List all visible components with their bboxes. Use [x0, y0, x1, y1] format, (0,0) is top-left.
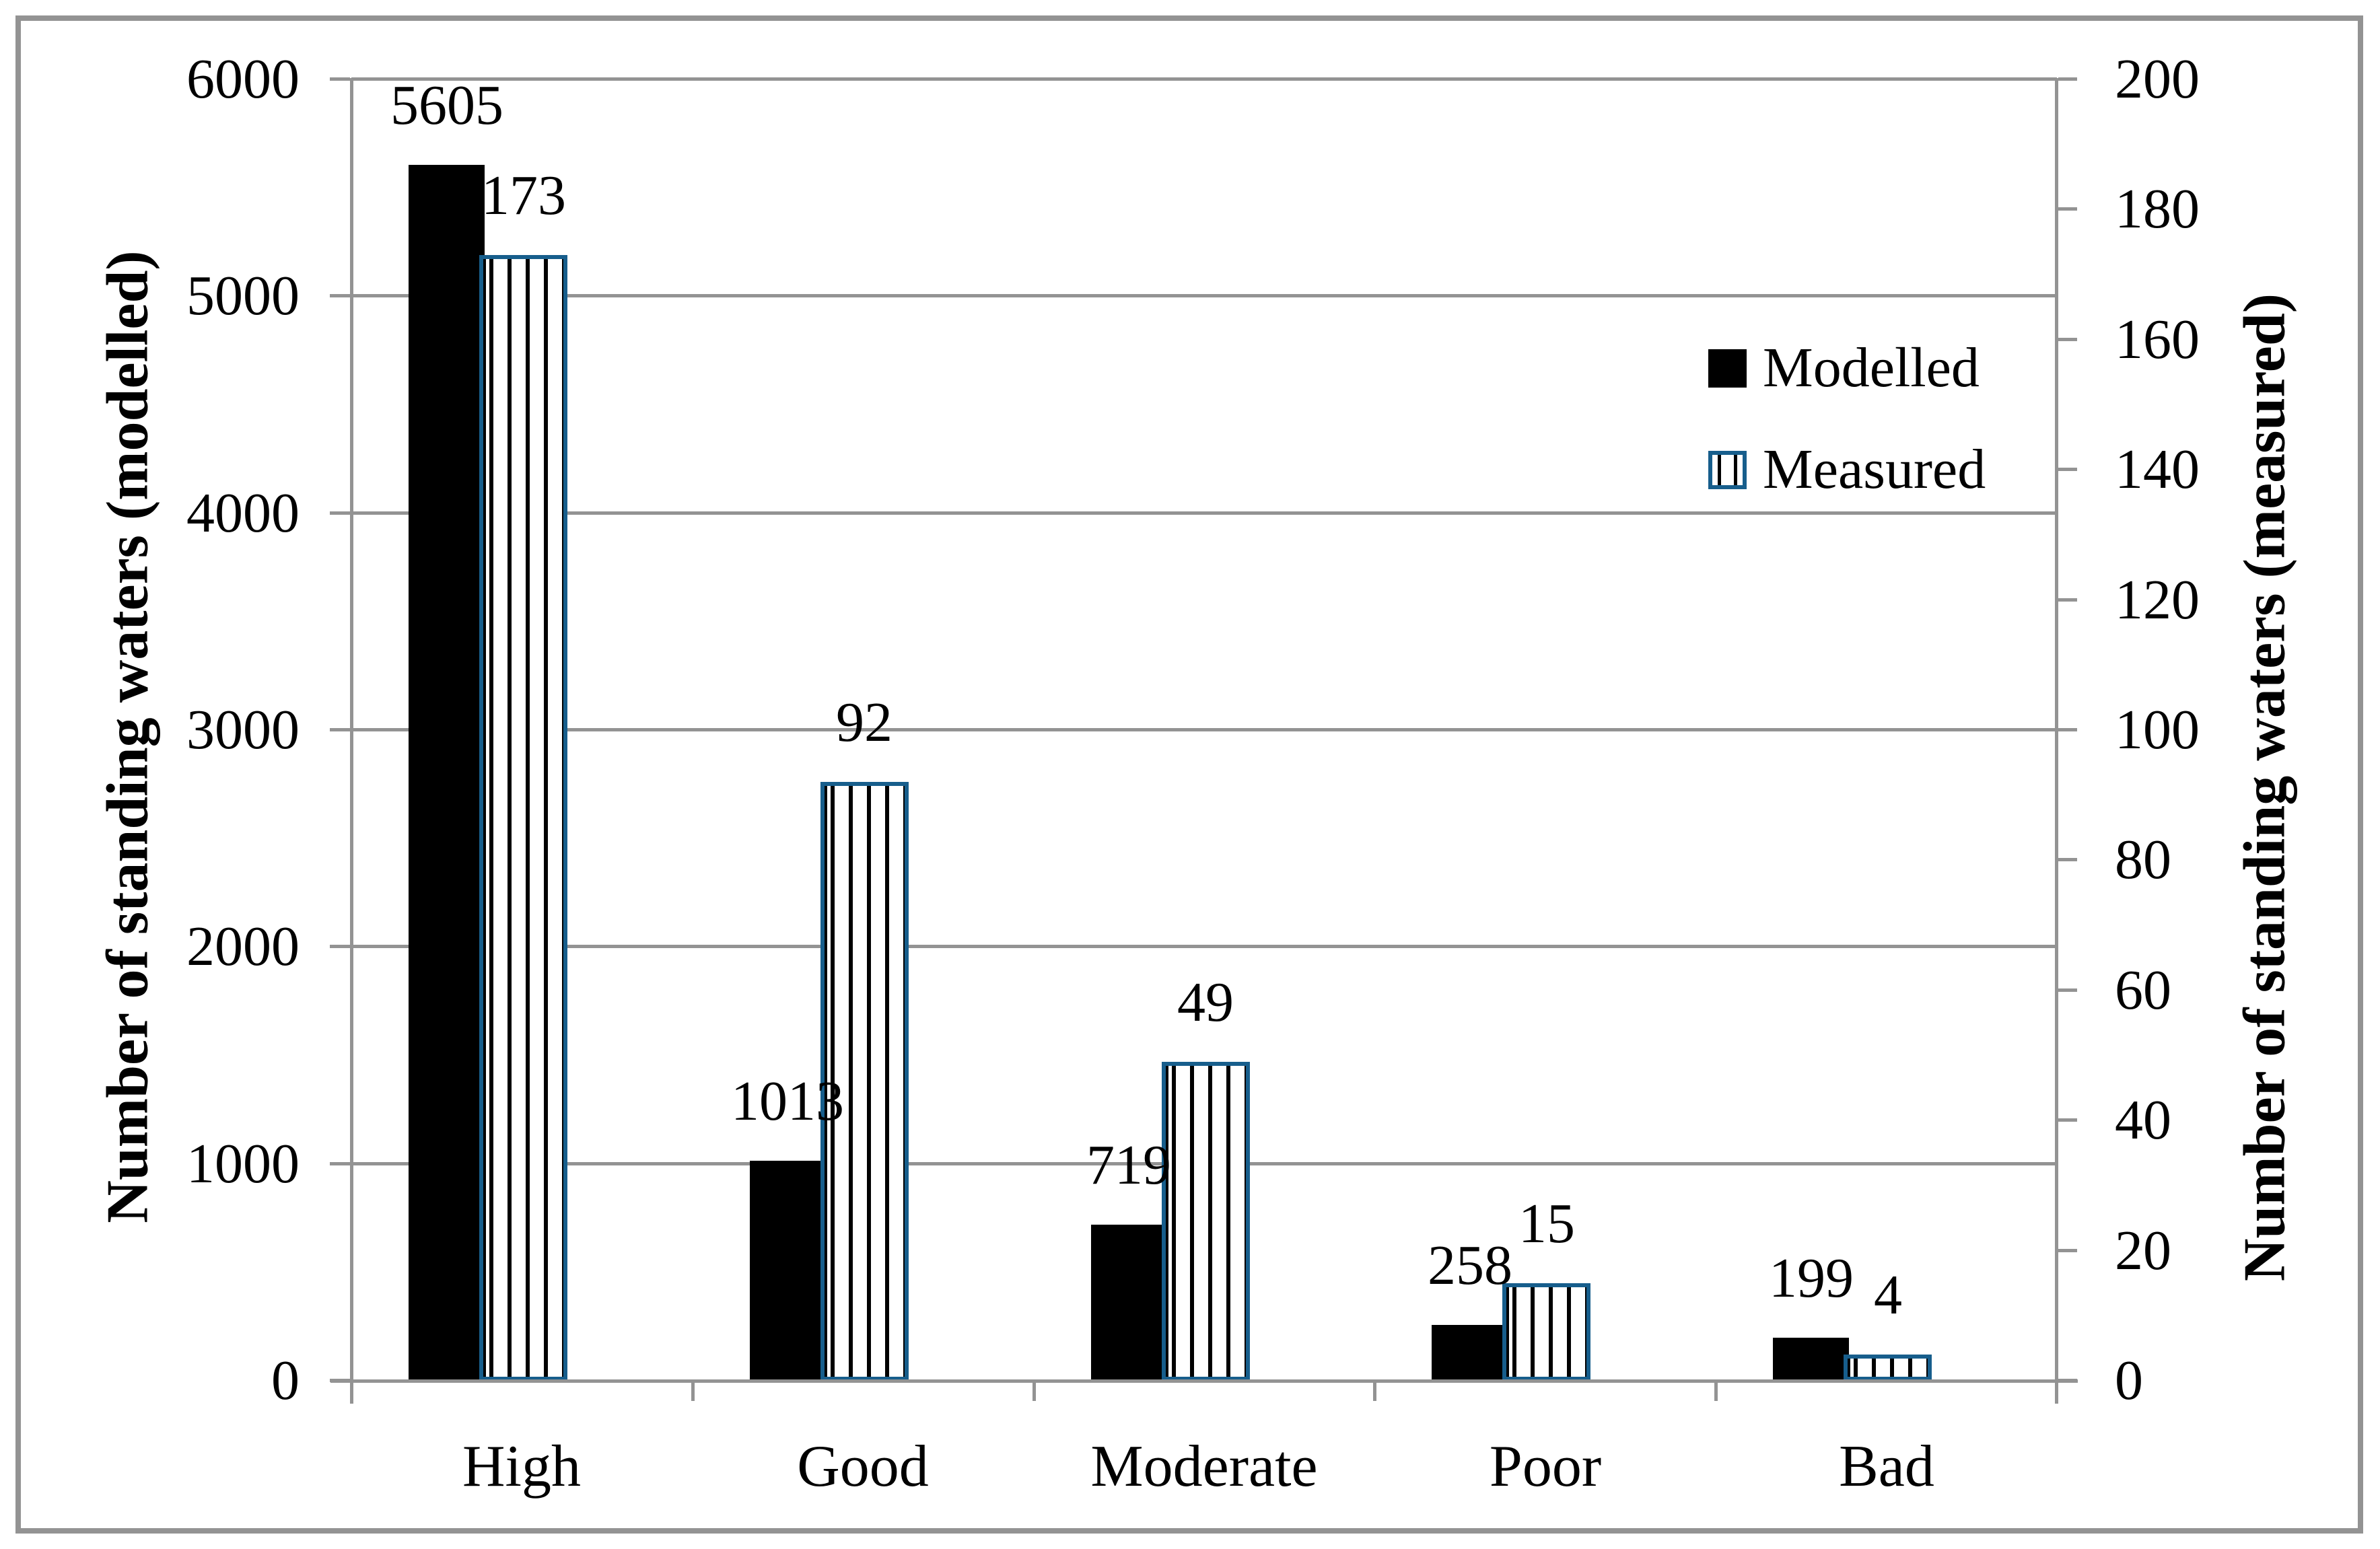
- y-axis-left-line: [350, 78, 353, 1404]
- right-axis-tick: [2058, 598, 2077, 602]
- bar-modelled-poor: [1432, 1325, 1508, 1381]
- value-label-modelled: 258: [1428, 1234, 1512, 1297]
- value-label-modelled: 5605: [390, 74, 503, 137]
- left-axis-tick-label: 6000: [186, 48, 300, 110]
- legend: Modelled Measured: [1708, 338, 1986, 499]
- left-axis-tick: [330, 945, 350, 948]
- bar-measured-poor: [1502, 1283, 1590, 1381]
- right-axis-tick-label: 60: [2115, 959, 2171, 1021]
- left-axis-tick-label: 3000: [186, 698, 300, 761]
- bar-modelled-high: [409, 165, 485, 1381]
- y-axis-right-line: [2055, 78, 2058, 1404]
- left-axis-tick-label: 4000: [186, 482, 300, 544]
- legend-label-modelled: Modelled: [1763, 336, 1980, 399]
- left-axis-tick: [330, 728, 350, 731]
- x-axis-line: [330, 1379, 2078, 1383]
- x-axis-boundary-tick: [1714, 1383, 1718, 1401]
- right-axis-tick-label: 120: [2115, 569, 2200, 631]
- value-label-measured: 173: [481, 164, 566, 227]
- right-axis-tick: [2058, 468, 2077, 471]
- left-axis-tick-label: 0: [271, 1349, 300, 1412]
- modelled-swatch-icon: [1708, 349, 1747, 388]
- bar-measured-bad: [1844, 1355, 1932, 1381]
- value-label-modelled: 199: [1769, 1247, 1854, 1309]
- right-axis-tick-label: 100: [2115, 698, 2200, 761]
- bar-modelled-good: [750, 1161, 826, 1381]
- left-axis-tick-label: 1000: [186, 1132, 300, 1195]
- value-label-measured: 49: [1177, 971, 1234, 1034]
- category-label-bad: Bad: [1839, 1434, 1934, 1499]
- left-axis-title: Number of standing waters (modelled): [95, 250, 161, 1223]
- legend-label-measured: Measured: [1763, 438, 1986, 501]
- x-axis-boundary-tick: [1373, 1383, 1376, 1401]
- left-axis-tick-label: 5000: [186, 264, 300, 327]
- left-axis-tick-label: 2000: [186, 915, 300, 978]
- x-axis-boundary-tick: [691, 1383, 695, 1401]
- bar-measured-high: [479, 255, 567, 1381]
- right-axis-tick: [2058, 858, 2077, 861]
- right-axis-title: Number of standing waters (measured): [2232, 293, 2298, 1282]
- right-axis-tick-label: 140: [2115, 438, 2200, 501]
- right-axis-tick-label: 20: [2115, 1219, 2171, 1282]
- right-axis-tick-label: 80: [2115, 828, 2171, 891]
- right-axis-tick-label: 0: [2115, 1349, 2143, 1412]
- measured-swatch-icon: [1708, 450, 1747, 489]
- category-label-poor: Poor: [1489, 1434, 1602, 1499]
- gridline: [351, 294, 2057, 297]
- gridline: [351, 77, 2057, 81]
- value-label-measured: 15: [1518, 1192, 1575, 1255]
- value-label-measured: 92: [836, 691, 893, 754]
- bar-measured-moderate: [1162, 1062, 1250, 1381]
- right-axis-tick: [2058, 1118, 2077, 1122]
- left-axis-tick: [330, 1162, 350, 1165]
- right-axis-tick-label: 200: [2115, 48, 2200, 110]
- right-axis-tick-label: 160: [2115, 308, 2200, 371]
- gridline: [351, 945, 2057, 948]
- category-label-moderate: Moderate: [1090, 1434, 1318, 1499]
- right-axis-tick: [2058, 338, 2077, 341]
- right-axis-tick: [2058, 77, 2077, 81]
- legend-entry-measured: Measured: [1708, 440, 1986, 499]
- category-label-good: Good: [797, 1434, 929, 1499]
- value-label-measured: 4: [1874, 1264, 1902, 1326]
- bar-modelled-moderate: [1091, 1225, 1167, 1381]
- right-axis-tick: [2058, 1249, 2077, 1252]
- right-axis-tick: [2058, 207, 2077, 211]
- category-label-high: High: [462, 1434, 581, 1499]
- left-axis-tick: [330, 77, 350, 81]
- value-label-modelled: 1013: [731, 1070, 844, 1132]
- right-axis-tick: [2058, 988, 2077, 992]
- legend-entry-modelled: Modelled: [1708, 338, 1986, 398]
- bar-measured-good: [820, 782, 909, 1381]
- x-axis-boundary-tick: [1032, 1383, 1036, 1401]
- plot-area: 0 1000 2000 3000 4000 5000 6000 0 20 40 60 80 100 120…: [186, 50, 2200, 1498]
- gridline: [351, 511, 2057, 515]
- right-axis-tick-label: 40: [2115, 1089, 2171, 1151]
- right-axis-tick: [2058, 728, 2077, 731]
- left-axis-tick: [330, 294, 350, 297]
- right-axis-tick-label: 180: [2115, 178, 2200, 240]
- value-label-modelled: 719: [1086, 1134, 1171, 1196]
- left-axis-tick: [330, 511, 350, 515]
- bar-modelled-bad: [1773, 1338, 1849, 1381]
- gridline: [351, 728, 2057, 731]
- figure-border: [15, 15, 2363, 1534]
